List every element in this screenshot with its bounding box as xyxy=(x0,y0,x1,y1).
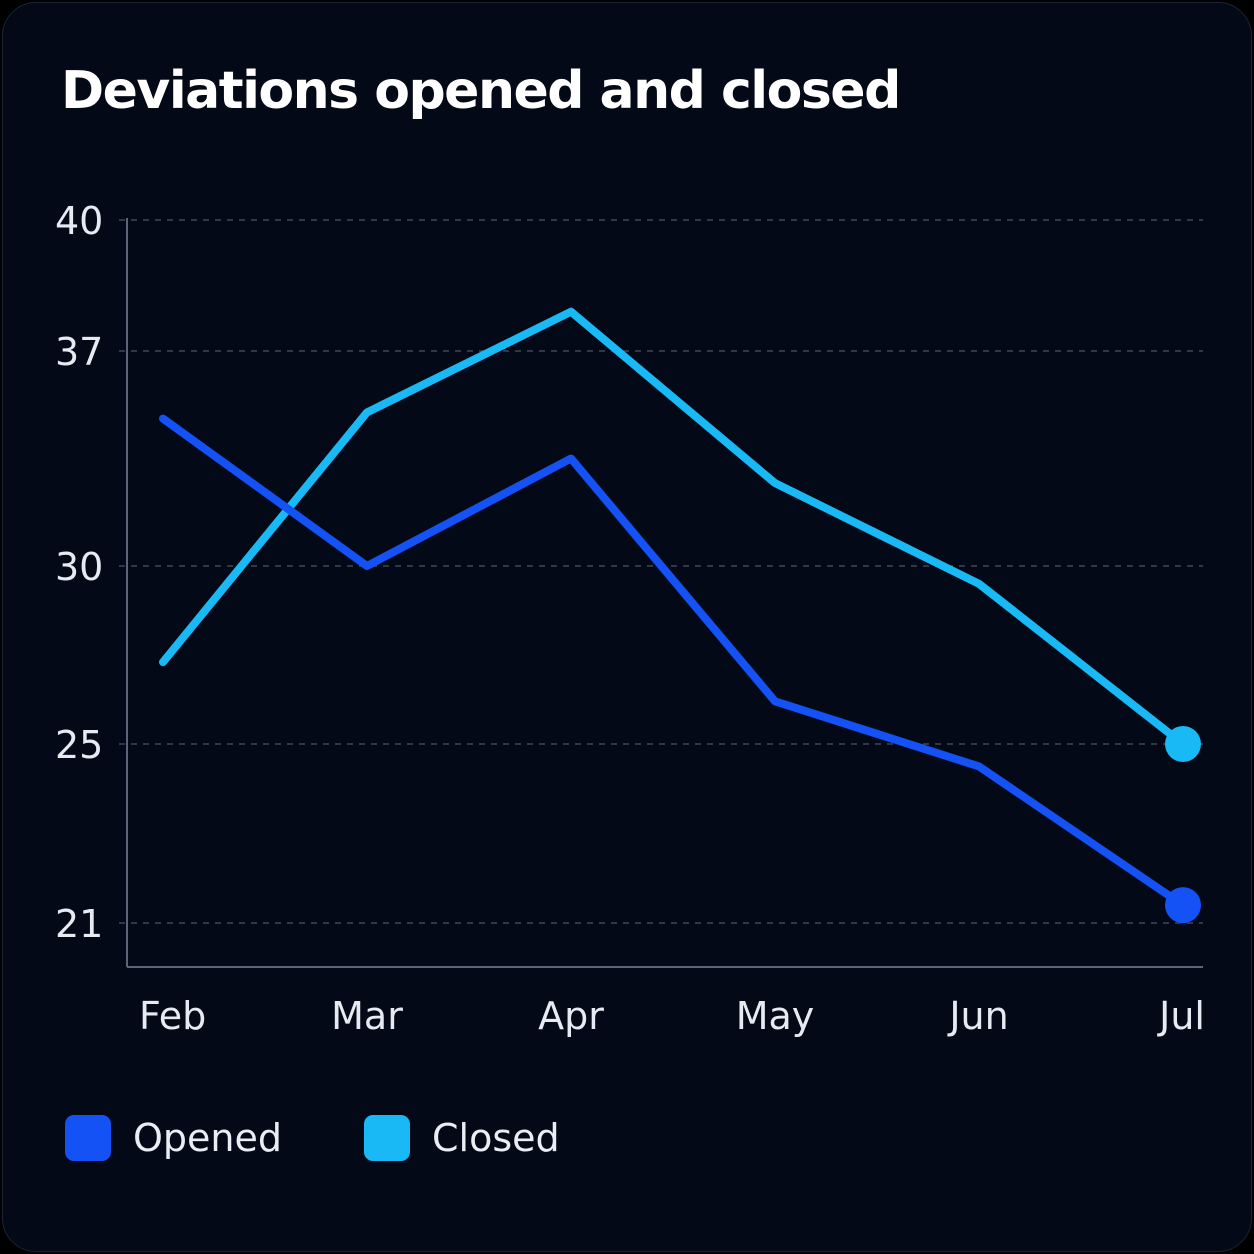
series-line-opened xyxy=(159,414,1187,910)
series-line-closed xyxy=(159,307,1187,748)
x-tick-label: Mar xyxy=(331,994,403,1038)
x-tick-label: Feb xyxy=(139,994,206,1038)
chart-title: Deviations opened and closed xyxy=(61,61,901,121)
legend: Opened Closed xyxy=(65,1115,642,1161)
legend-item-closed: Closed xyxy=(364,1115,560,1161)
legend-item-opened: Opened xyxy=(65,1115,282,1161)
series-lines xyxy=(159,307,1201,924)
x-tick-label: Jun xyxy=(947,994,1008,1038)
line-chart: 21 25 30 37 40 Feb Mar Apr May Jun Jul xyxy=(55,199,1205,1038)
y-tick-label: 21 xyxy=(55,902,103,946)
legend-swatch-opened xyxy=(65,1115,111,1161)
end-point-opened xyxy=(1165,887,1201,924)
x-tick-label: Jul xyxy=(1157,994,1205,1038)
legend-swatch-closed xyxy=(364,1115,410,1161)
legend-label-opened: Opened xyxy=(133,1116,282,1160)
legend-label-closed: Closed xyxy=(432,1116,560,1160)
x-tick-label: May xyxy=(736,994,815,1038)
y-tick-label: 30 xyxy=(55,545,103,589)
y-tick-labels: 21 25 30 37 40 xyxy=(55,199,103,946)
x-tick-labels: Feb Mar Apr May Jun Jul xyxy=(139,994,1205,1038)
y-tick-label: 37 xyxy=(55,330,103,374)
end-point-closed xyxy=(1165,726,1201,762)
x-tick-label: Apr xyxy=(538,994,604,1038)
y-tick-label: 25 xyxy=(55,723,103,767)
y-tick-label: 40 xyxy=(55,199,103,243)
